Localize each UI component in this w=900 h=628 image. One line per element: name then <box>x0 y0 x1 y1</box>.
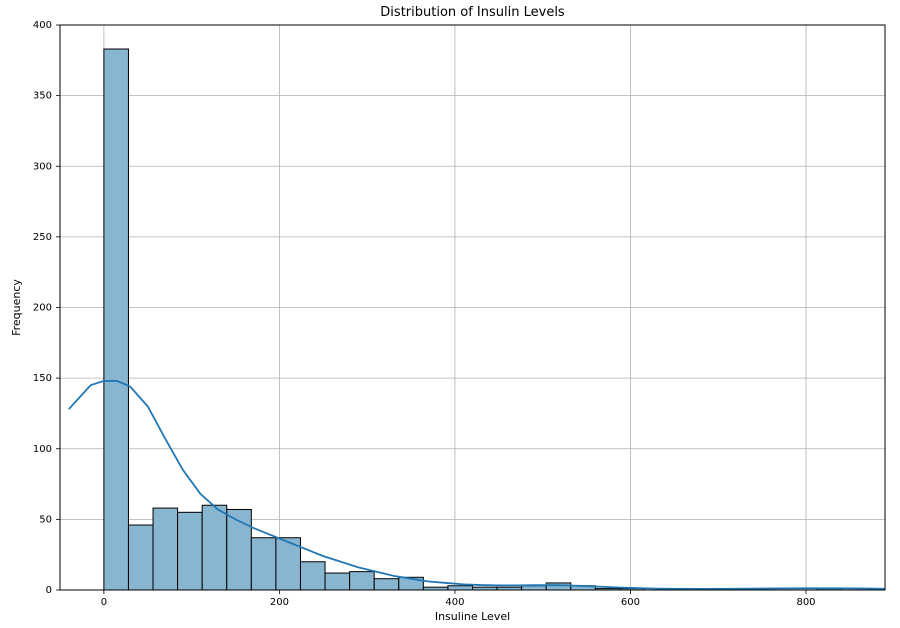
histogram-chart: 0 200 400 600 800 0 50 100 150 200 250 300 350 400 Ins… <box>0 0 900 628</box>
y-tick-label: 0 <box>46 585 52 596</box>
histogram-bar <box>325 573 350 590</box>
y-tick-label: 400 <box>33 20 52 31</box>
y-tick-label: 300 <box>33 161 52 172</box>
y-tick-label: 200 <box>33 303 52 314</box>
y-tick-label: 350 <box>33 91 52 102</box>
histogram-bar <box>104 49 129 590</box>
x-axis-label: Insuline Level <box>435 610 510 623</box>
histogram-bar <box>202 505 227 590</box>
histogram-bar <box>128 525 153 590</box>
histogram-bar <box>374 579 399 590</box>
y-tick-label: 150 <box>33 373 52 384</box>
histogram-bar <box>546 583 571 590</box>
histogram-bar <box>153 508 178 590</box>
y-axis-label: Frequency <box>10 279 23 336</box>
chart-svg: 0 200 400 600 800 0 50 100 150 200 250 300 350 400 Ins… <box>0 0 900 628</box>
histogram-bar <box>448 586 473 590</box>
chart-title: Distribution of Insulin Levels <box>380 5 565 20</box>
histogram-bar <box>251 538 276 590</box>
y-tick-label: 250 <box>33 232 52 243</box>
histogram-bar <box>522 586 547 590</box>
x-tick-label: 800 <box>796 597 815 608</box>
histogram-bar <box>300 562 325 590</box>
y-tick-label: 100 <box>33 444 52 455</box>
x-tick-label: 600 <box>621 597 640 608</box>
histogram-bar <box>178 512 203 590</box>
y-tick-label: 50 <box>39 514 52 525</box>
x-tick-label: 200 <box>270 597 289 608</box>
x-tick-label: 400 <box>445 597 464 608</box>
histogram-bar <box>350 572 375 590</box>
x-tick-label: 0 <box>101 597 107 608</box>
